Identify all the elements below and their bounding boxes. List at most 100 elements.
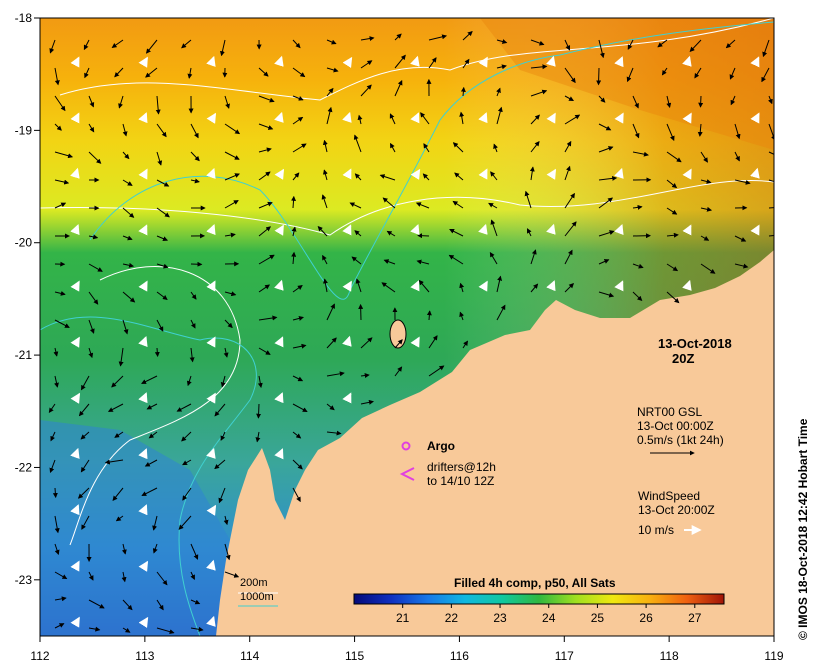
current-vector — [220, 431, 226, 441]
current-vector — [54, 151, 74, 159]
lon-tick-label: 118 — [660, 649, 679, 663]
wind-vector — [682, 112, 692, 124]
current-vector — [156, 235, 169, 241]
wind-vector — [682, 168, 692, 180]
current-vector — [224, 123, 241, 135]
current-vector — [734, 179, 751, 185]
lon-tick-label: 112 — [30, 649, 49, 663]
isobath-1000m — [89, 21, 774, 300]
current-vector — [564, 67, 576, 84]
current-vector — [154, 347, 160, 358]
current-vector — [734, 151, 740, 162]
current-vector — [292, 459, 303, 470]
current-vector — [454, 172, 464, 181]
current-vector — [725, 39, 736, 49]
current-vector — [224, 571, 240, 578]
wind-vector — [274, 168, 285, 180]
current-vector — [530, 39, 545, 46]
current-vector — [49, 459, 56, 474]
current-vector — [360, 60, 373, 69]
wind-legend-product: WindSpeed — [638, 489, 701, 503]
current-vector — [459, 311, 465, 321]
current-vector — [326, 403, 335, 411]
current-vector — [526, 228, 532, 237]
current-vector — [88, 263, 103, 272]
current-vector — [598, 95, 606, 103]
drifter-marker — [399, 467, 415, 481]
argo-marker — [401, 441, 411, 451]
current-vector — [152, 515, 158, 531]
wind-vector — [478, 56, 488, 68]
wind-vector — [410, 55, 420, 67]
isobath-200m-b — [59, 18, 774, 101]
current-vector — [214, 459, 226, 470]
isobath-1000m-label: 1000m — [240, 591, 274, 603]
current-vector — [190, 123, 199, 139]
current-vector — [360, 84, 372, 97]
current-vector — [657, 39, 668, 48]
lon-tick-label: 119 — [764, 649, 783, 663]
current-vector — [496, 39, 508, 44]
lon-tick-label: 115 — [345, 649, 364, 663]
current-vector — [190, 599, 201, 605]
current-vector — [351, 256, 362, 265]
current-vector — [694, 67, 702, 79]
current-vector — [496, 304, 506, 321]
colorbar-ticks: 21 22 23 24 25 26 27 — [396, 604, 702, 625]
current-vector — [122, 207, 135, 218]
current-vector — [291, 195, 297, 209]
vector-field — [48, 30, 774, 635]
wind-vector — [206, 615, 216, 627]
wind-legend-time: 13-Oct 20:00Z — [638, 503, 715, 517]
wind-vector — [274, 224, 284, 236]
current-vector — [54, 123, 62, 131]
current-vector — [54, 375, 59, 388]
current-vector — [81, 375, 90, 391]
latitude-ticks: -18 -19 -20 -21 -22 -23 — [15, 11, 40, 587]
current-vector — [118, 347, 124, 367]
current-vector — [122, 262, 135, 268]
land-mass — [216, 250, 774, 636]
longitude-ticks: 112 113 114 115 116 117 118 119 — [30, 636, 784, 663]
current-vector — [360, 373, 370, 378]
isobath-200m-c — [69, 266, 241, 546]
current-vector — [326, 303, 335, 321]
current-vector — [496, 64, 507, 70]
current-vector — [632, 95, 639, 109]
current-vector — [122, 599, 133, 611]
current-vector — [689, 39, 702, 53]
wind-vector — [342, 392, 352, 404]
current-vector — [355, 278, 362, 293]
current-vector — [257, 375, 263, 389]
current-vector — [122, 319, 129, 335]
current-vector — [291, 226, 297, 237]
current-legend-scale: 0.5m/s (1kt 24h) — [637, 433, 724, 447]
current-vector — [417, 233, 430, 239]
current-vector — [700, 151, 708, 163]
current-vector — [564, 221, 577, 237]
current-vector — [761, 67, 770, 83]
current-vector — [666, 123, 675, 142]
wind-vector — [410, 280, 420, 292]
current-vector — [219, 39, 226, 57]
current-vector — [258, 226, 271, 237]
current-vector — [383, 259, 396, 265]
current-vector — [156, 291, 168, 300]
current-vector — [423, 143, 430, 153]
current-vector — [379, 174, 396, 181]
wind-vector — [206, 223, 216, 236]
current-vector — [530, 140, 540, 153]
current-vector — [224, 151, 240, 160]
wind-vector — [70, 392, 81, 404]
current-vector — [394, 366, 403, 377]
current-vector — [564, 39, 571, 51]
wind-vector — [614, 280, 624, 292]
current-vector — [530, 64, 548, 70]
current-vector — [462, 30, 473, 41]
isobath-1000m-b — [40, 316, 257, 636]
current-vector — [50, 431, 56, 442]
wind-vector — [682, 55, 692, 67]
current-vector — [354, 173, 362, 181]
current-vector — [428, 57, 437, 69]
current-vector — [428, 34, 448, 41]
